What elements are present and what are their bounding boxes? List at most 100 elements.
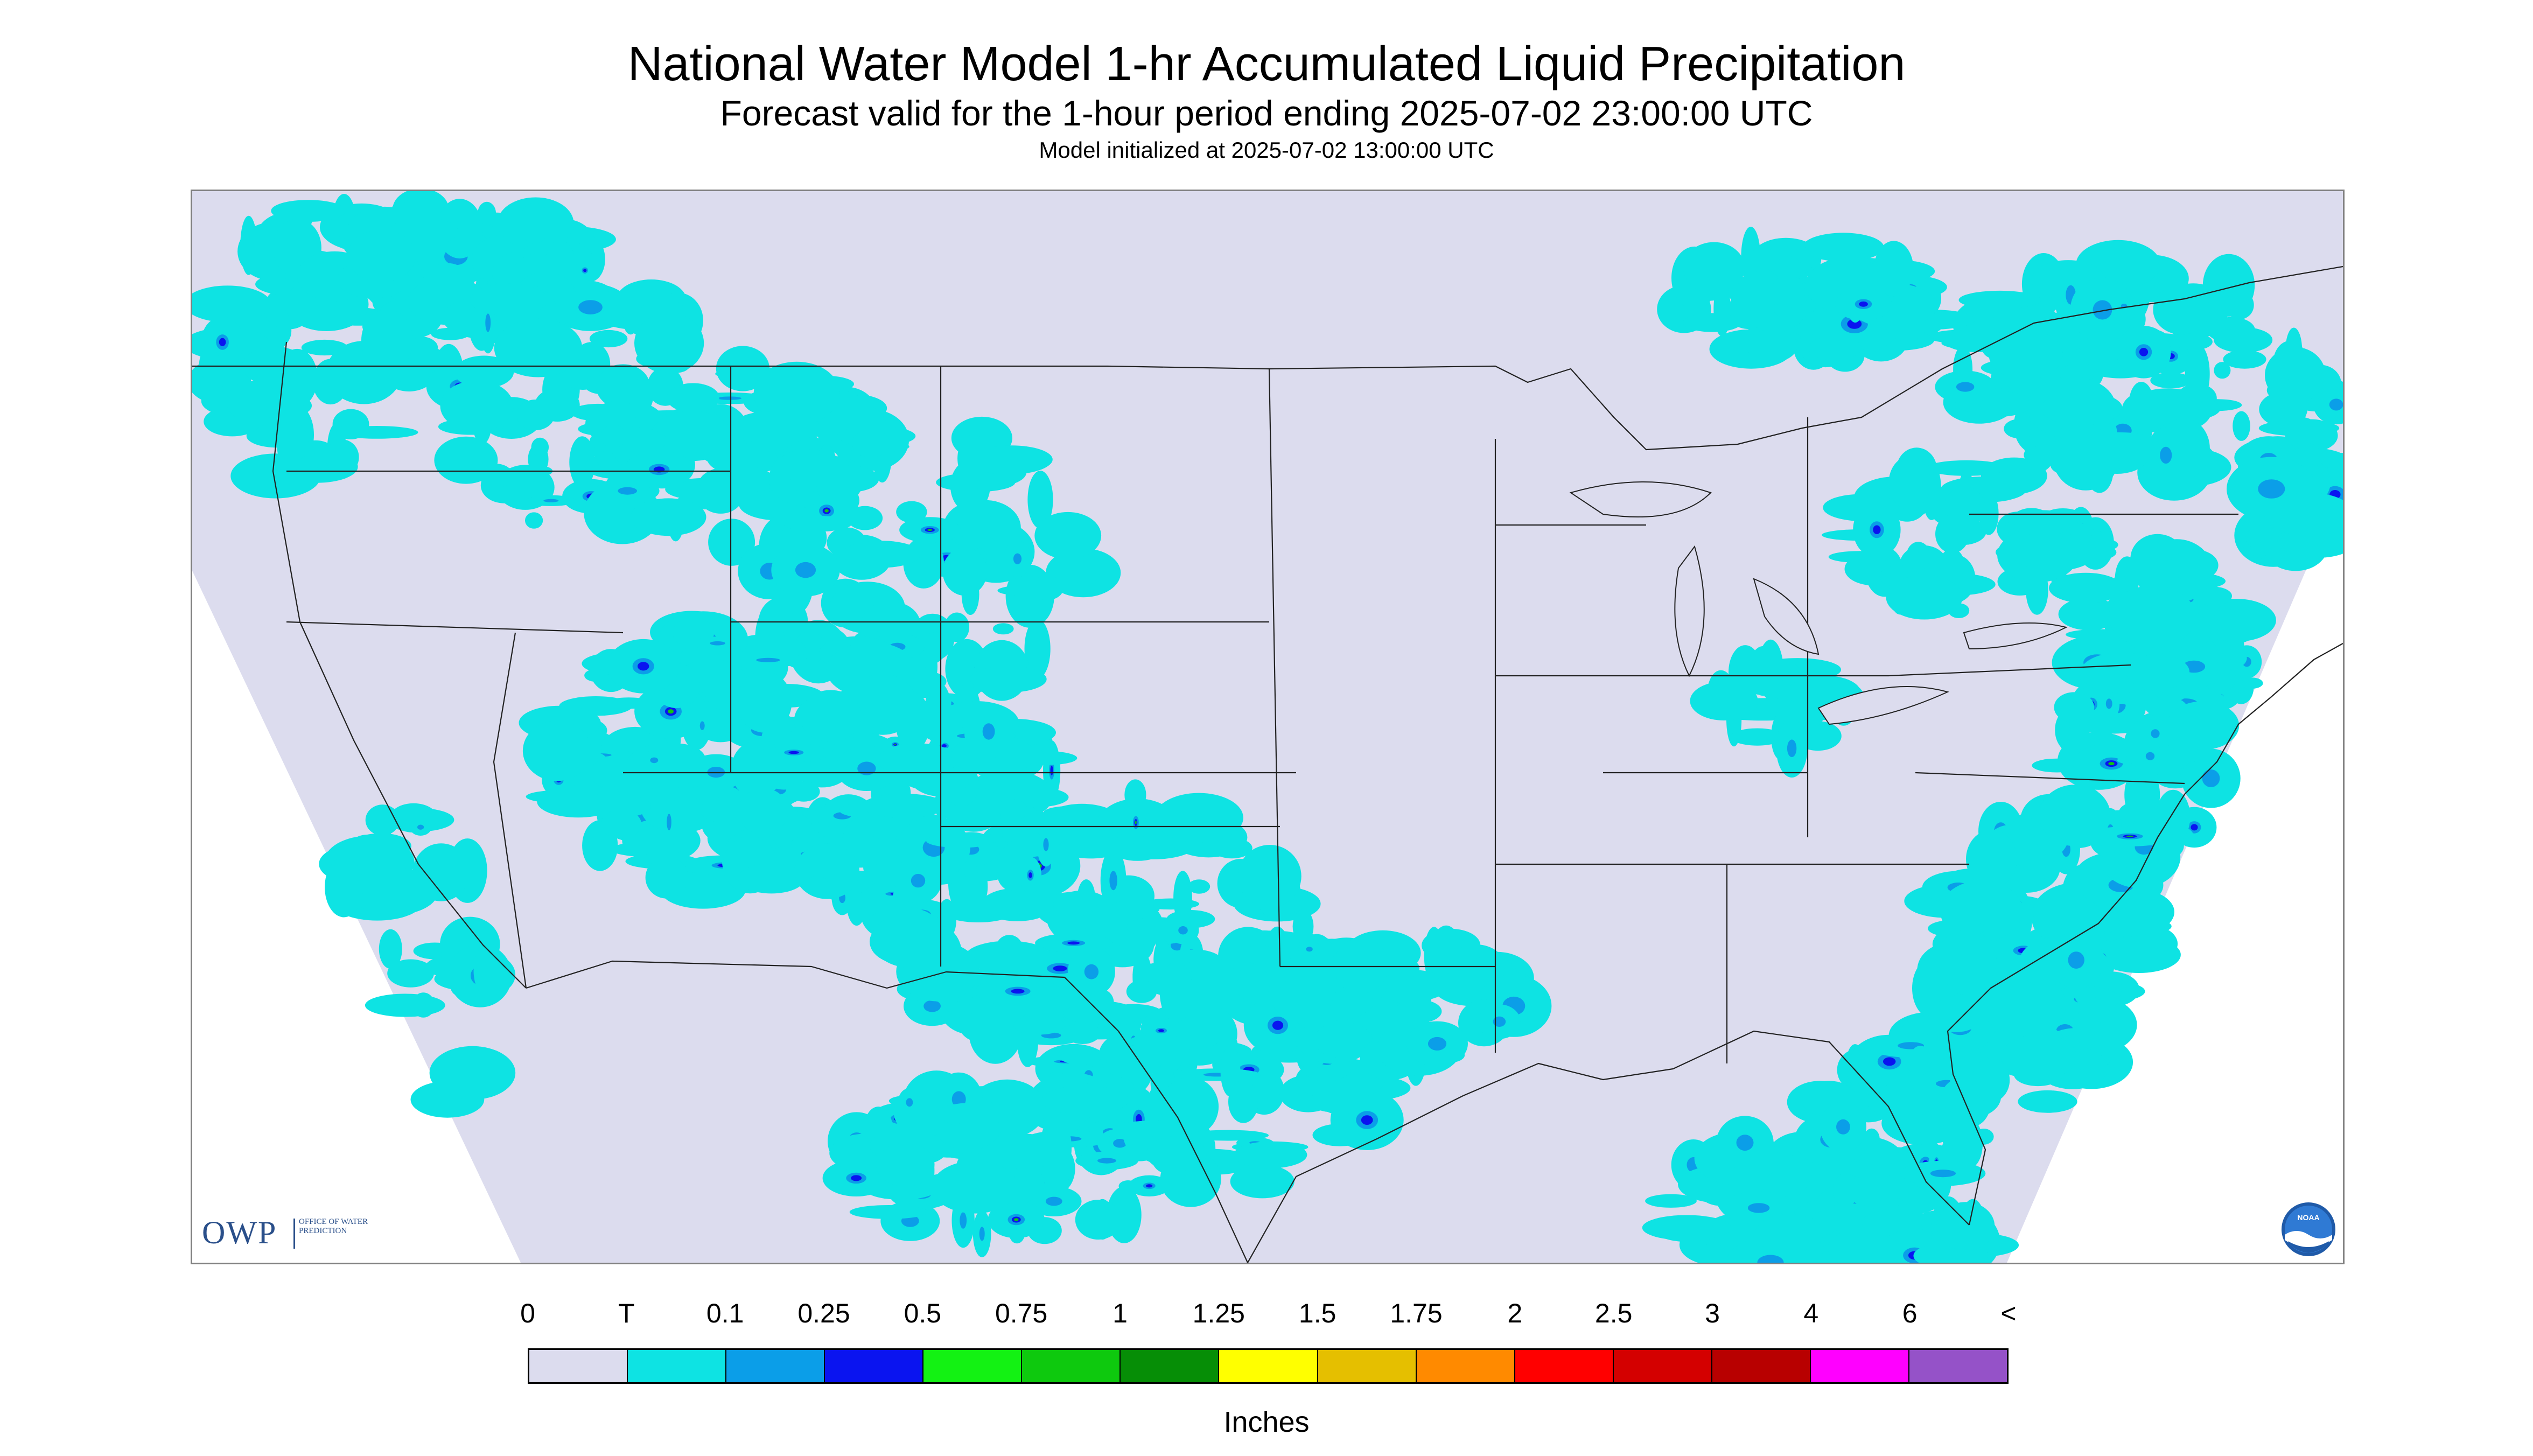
precip-trace-patch (1243, 944, 1276, 964)
precip-trace-patch (2170, 549, 2219, 582)
precip-trace-patch (1713, 282, 1731, 337)
precip-trace-patch (960, 487, 988, 550)
legend-tick-label: 4 (1803, 1298, 1819, 1328)
precip-trace-patch (1866, 1083, 1937, 1118)
precip-trace-patch (2215, 261, 2236, 297)
precip-trace-patch (852, 429, 890, 458)
precip-light-patch (1178, 926, 1188, 935)
precip-light-patch (795, 562, 816, 578)
precip-trace-patch (1313, 1022, 1373, 1058)
precip-trace-patch (494, 318, 583, 377)
precip-trace-patch (698, 476, 744, 514)
boundary-line (1888, 664, 2131, 677)
precip-heavy-patch (824, 509, 829, 513)
precip-trace-patch (1060, 1050, 1102, 1065)
precip-trace-patch (700, 435, 747, 457)
precip-trace-patch (2153, 285, 2210, 335)
precip-heavy-patch (2126, 835, 2133, 837)
legend-tick-label: T (618, 1298, 635, 1328)
boundary-line (1947, 643, 2343, 1226)
legend-swatch (1712, 1350, 1811, 1382)
precip-trace-patch (877, 743, 958, 777)
precip-light-patch (2202, 769, 2220, 787)
precip-trace-patch (1642, 1215, 1731, 1241)
chart-title: National Water Model 1-hr Accumulated Li… (627, 37, 1906, 91)
precip-heavy-patch (894, 744, 897, 745)
precip-trace-patch (434, 436, 498, 484)
precip-trace-patch (1928, 997, 1983, 1032)
model-init-time: Model initialized at 2025-07-02 13:00:00… (1039, 137, 1494, 163)
precip-trace-patch (2053, 426, 2119, 491)
precip-trace-patch (1865, 1138, 1890, 1191)
precip-trace-patch (301, 339, 348, 356)
precip-trace-patch (657, 362, 689, 374)
precip-trace-patch (1349, 1069, 1366, 1102)
precipitation-map: OWP Office of Water Prediction NOAA (191, 190, 2345, 1264)
precip-light-patch (1493, 1016, 1506, 1027)
precip-trace-patch (738, 863, 805, 894)
precip-trace-patch (783, 515, 852, 532)
precip-trace-patch (862, 793, 946, 818)
precip-trace-patch (936, 473, 1016, 492)
precip-trace-patch (226, 381, 279, 423)
owp-logo-letters: OWP (202, 1215, 277, 1250)
precip-trace-patch (1118, 1180, 1138, 1192)
legend-swatch (1022, 1350, 1121, 1382)
precip-moderate-patch (1028, 872, 1032, 878)
precip-trace-patch (1041, 1086, 1129, 1115)
precip-trace-patch (192, 285, 271, 323)
precip-moderate-patch (219, 338, 226, 346)
precip-trace-patch (872, 617, 942, 636)
precip-moderate-patch (2191, 824, 2198, 831)
precip-trace-patch (759, 747, 785, 779)
noaa-logo-text: NOAA (2297, 1213, 2320, 1222)
precip-trace-patch (1888, 456, 1931, 510)
precip-trace-patch (708, 519, 755, 566)
precip-trace-patch (2126, 654, 2190, 690)
precip-trace-patch (1935, 930, 1997, 991)
precip-light-patch (1956, 382, 1975, 392)
legend-swatch (628, 1350, 727, 1382)
precip-light-patch (699, 721, 705, 730)
precip-trace-patch (519, 202, 550, 244)
precip-trace-patch (531, 437, 549, 457)
precip-light-patch (543, 499, 559, 502)
precip-trace-patch (755, 613, 772, 667)
precip-light-patch (650, 757, 659, 764)
precip-light-patch (2105, 698, 2112, 709)
precip-trace-patch (276, 348, 318, 408)
precip-trace-patch (1037, 892, 1115, 929)
precip-trace-patch (2024, 446, 2046, 463)
legend-tick-label: 0.25 (797, 1298, 850, 1328)
precip-trace-patch (1874, 241, 1914, 297)
precip-light-patch (578, 300, 603, 314)
precip-trace-patch (999, 799, 1028, 821)
precip-trace-patch (970, 666, 1047, 692)
precip-trace-patch (440, 380, 514, 432)
precip-moderate-patch (1158, 1029, 1165, 1032)
precip-trace-patch (1989, 330, 2063, 380)
legend-tick-label: 2.5 (1594, 1298, 1633, 1328)
precip-trace-patch (2214, 327, 2273, 353)
precip-light-patch (667, 814, 671, 831)
precip-light-patch (1787, 739, 1797, 758)
precip-trace-patch (2213, 600, 2261, 643)
precip-trace-patch (895, 692, 930, 751)
precip-trace-patch (569, 436, 596, 488)
precip-trace-patch (1040, 1116, 1072, 1179)
precip-trace-patch (2233, 411, 2250, 441)
precip-trace-patch (454, 355, 514, 389)
precip-trace-patch (1802, 233, 1884, 262)
precip-trace-patch (592, 311, 624, 326)
owp-logo: OWP Office of Water Prediction (202, 1214, 380, 1257)
precip-moderate-patch (1146, 1184, 1153, 1188)
precip-light-patch (1043, 838, 1049, 851)
chart-subtitle: Forecast valid for the 1-hour period end… (720, 93, 1813, 133)
precip-trace-patch (1942, 1114, 1979, 1157)
precip-trace-patch (876, 1143, 935, 1187)
precip-light-patch (2068, 951, 2084, 969)
precip-trace-patch (1154, 793, 1243, 843)
precip-moderate-patch (638, 662, 649, 671)
precip-trace-patch (2097, 936, 2181, 973)
precip-trace-patch (778, 716, 793, 730)
